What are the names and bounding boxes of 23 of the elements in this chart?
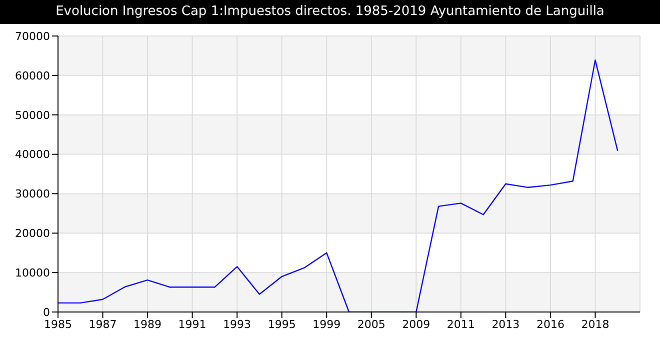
- y-tick-label: 20000: [15, 227, 50, 240]
- x-tick-label: 2018: [581, 318, 610, 331]
- x-tick-label: 2005: [357, 318, 386, 331]
- y-tick-label: 0: [43, 306, 50, 319]
- x-tick-label: 1991: [178, 318, 206, 331]
- y-tick-label: 30000: [15, 188, 50, 201]
- y-tick-label: 70000: [15, 30, 50, 43]
- x-tick-label: 2016: [536, 318, 564, 331]
- x-tick-label: 1989: [134, 318, 162, 331]
- x-tick-label: 1985: [44, 318, 72, 331]
- x-tick-label: 1987: [88, 318, 117, 331]
- x-tick-label: 2009: [402, 318, 430, 331]
- x-tick-label: 1995: [268, 318, 296, 331]
- chart-title: Evolucion Ingresos Cap 1:Impuestos directos. 1985-2019 Ayuntamiento de Languilla: [0, 0, 660, 24]
- x-tick-label: 1993: [223, 318, 252, 331]
- y-tick-label: 10000: [15, 266, 50, 280]
- y-tick-label: 40000: [15, 148, 50, 162]
- line-series: [58, 59, 618, 312]
- y-tick-label: 50000: [15, 108, 50, 122]
- x-tick-label: 2011: [446, 318, 475, 331]
- x-tick-label: 2013: [492, 318, 520, 331]
- y-tick-label: 60000: [15, 69, 50, 82]
- x-tick-label: 1999: [312, 318, 341, 331]
